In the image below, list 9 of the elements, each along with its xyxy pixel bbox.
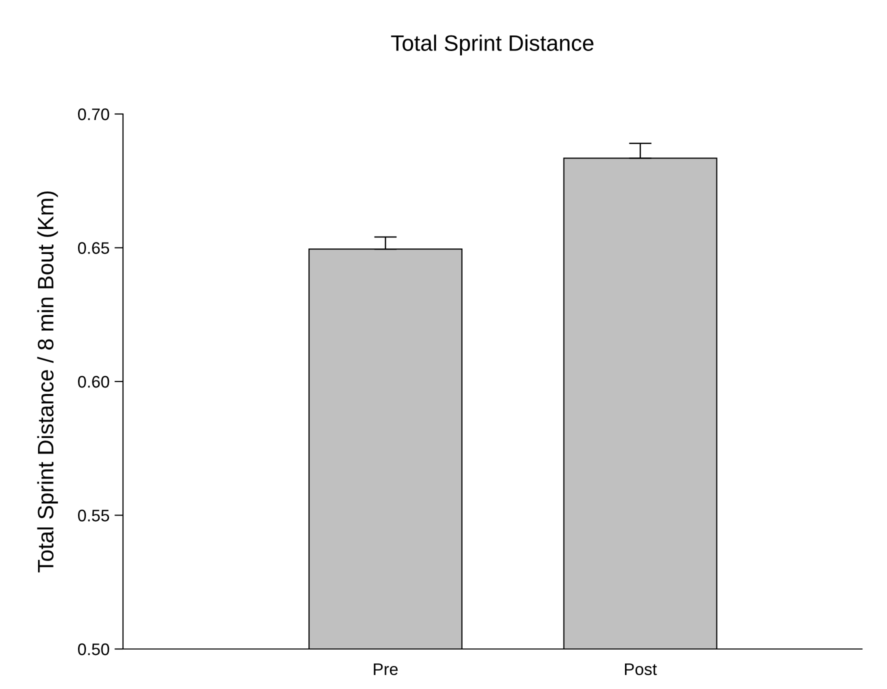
chart-title: Total Sprint Distance <box>391 34 594 56</box>
y-tick-label: 0.65 <box>78 242 110 254</box>
x-tick-label: Post <box>624 664 657 676</box>
y-tick-label: 0.70 <box>78 108 110 120</box>
y-tick-label: 0.55 <box>78 510 110 522</box>
y-axis-title: Total Sprint Distance / 8 min Bout (Km) <box>37 191 58 572</box>
y-tick-label: 0.60 <box>78 376 110 388</box>
y-tick-label: 0.50 <box>78 643 110 656</box>
x-tick-label: Pre <box>374 664 398 676</box>
